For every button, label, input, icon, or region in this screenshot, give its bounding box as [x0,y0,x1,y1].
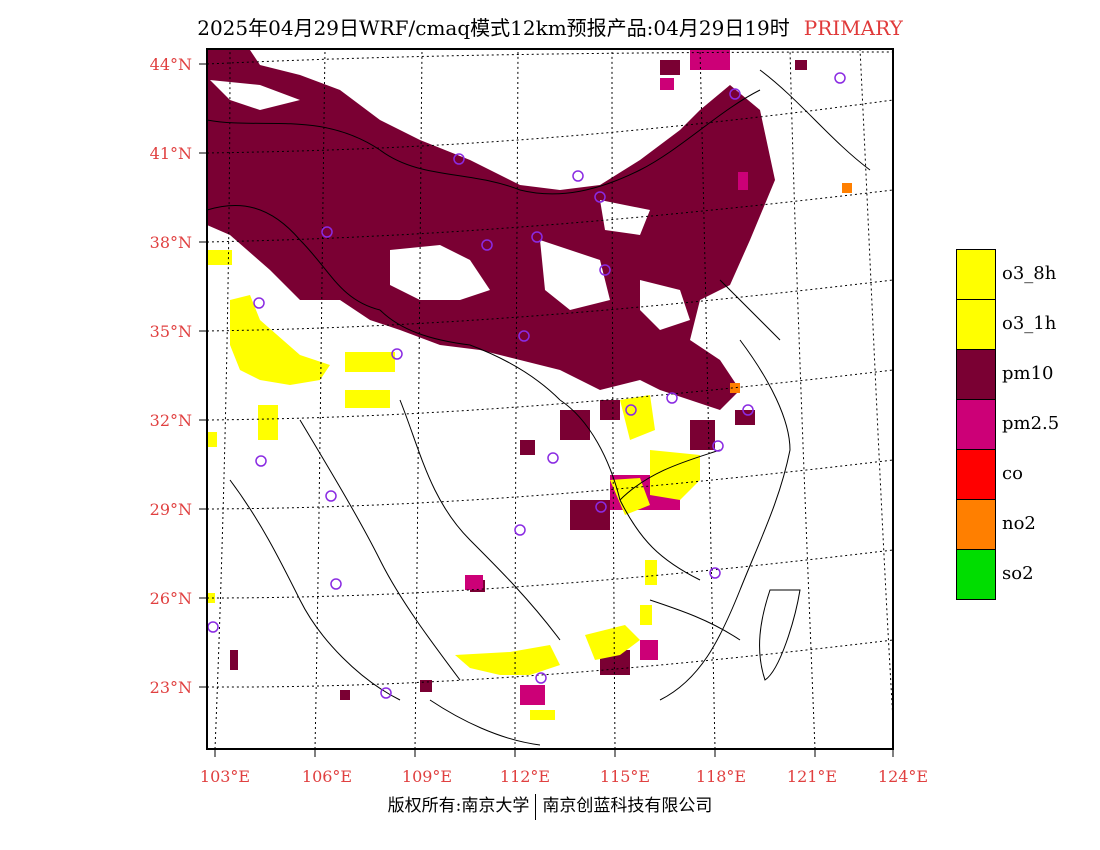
pollutant-legend: o3_8h o3_1h pm10 pm2.5 co no2 so2 [956,249,1076,600]
legend-item: o3_8h [956,249,1076,299]
legend-item: so2 [956,549,1076,600]
map-title: 2025年04月29日WRF/cmaq模式12km预报产品:04月29日19时 P… [0,12,1100,41]
map-frame [206,48,894,750]
legend-swatch [956,349,996,399]
lat-label: 38°N [150,233,192,252]
legend-label: pm2.5 [1002,413,1060,434]
legend-item: o3_1h [956,299,1076,349]
copyright-right: 南京创蓝科技有限公司 [542,796,713,816]
axis-ticks [199,63,894,757]
no2-patch [842,183,852,193]
legend-swatch [956,299,996,349]
lat-label: 32°N [150,411,192,430]
legend-label: so2 [1002,563,1034,584]
copyright-left: 版权所有:南京大学 [387,796,530,816]
lat-label: 41°N [150,144,192,163]
lat-label: 44°N [150,55,192,74]
province-boundaries [207,69,871,746]
map-content [207,49,893,749]
legend-label: o3_1h [1002,313,1057,334]
lon-label: 109°E [402,767,452,786]
legend-label: co [1002,463,1023,484]
o3-patches [207,250,700,720]
longitude-labels: 103°E 106°E 109°E 112°E 115°E 118°E 121°… [200,767,928,786]
legend-item: no2 [956,499,1076,549]
lon-label: 124°E [878,767,928,786]
clear-area-3 [540,240,610,310]
legend-swatch [956,499,996,549]
pm10-region-north [207,50,775,410]
lon-label: 106°E [302,767,352,786]
lon-label: 115°E [600,767,650,786]
clear-area-1 [210,80,300,110]
title-tag: PRIMARY [803,16,903,40]
legend-item: pm2.5 [956,399,1076,449]
title-main: 2025年04月29日WRF/cmaq模式12km预报产品:04月29日19时 [197,16,790,40]
lon-label: 112°E [500,767,550,786]
lat-label: 35°N [150,322,192,341]
legend-swatch [956,549,996,600]
legend-swatch [956,249,996,299]
graticule [207,49,893,749]
lat-label: 23°N [150,678,192,697]
clear-area-2 [390,245,490,300]
legend-swatch [956,399,996,449]
legend-item: pm10 [956,349,1076,399]
city-markers [207,72,846,699]
legend-label: o3_8h [1002,263,1057,284]
lon-label: 118°E [696,767,746,786]
lat-label: 29°N [150,500,192,519]
legend-swatch [956,449,996,499]
no2-patch-2 [730,383,740,393]
lon-label: 103°E [200,767,250,786]
footer-separator [535,793,537,820]
legend-label: no2 [1002,513,1036,534]
lat-label: 26°N [150,589,192,608]
copyright-footer: 版权所有:南京大学 南京创蓝科技有限公司 [0,791,1100,820]
clear-area-4 [640,280,690,330]
legend-label: pm10 [1002,363,1054,384]
legend-item: co [956,449,1076,499]
lon-label: 121°E [787,767,837,786]
latitude-labels: 44°N 41°N 38°N 35°N 32°N 29°N 26°N 23°N [150,55,192,697]
